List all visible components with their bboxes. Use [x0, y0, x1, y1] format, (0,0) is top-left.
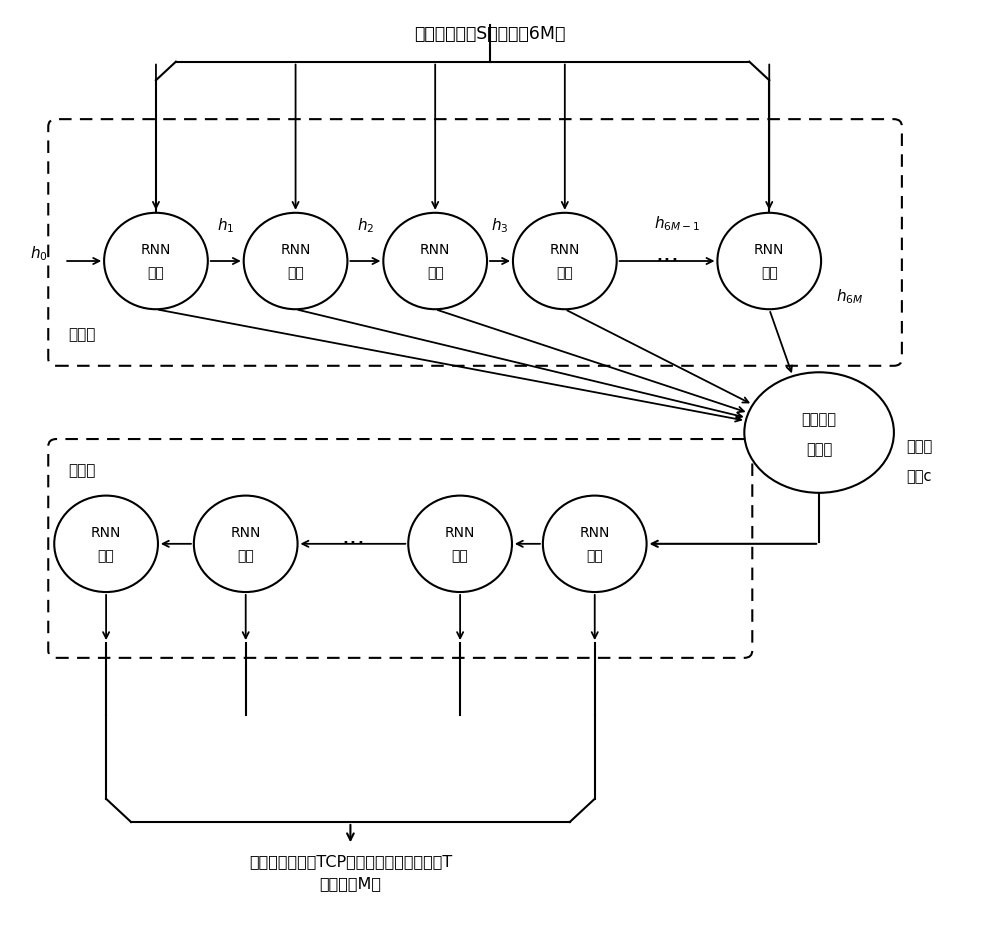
Text: $h_{6M}$: $h_{6M}$ [836, 286, 863, 306]
Circle shape [513, 213, 617, 310]
Text: 单元: 单元 [761, 266, 778, 280]
Circle shape [383, 213, 487, 310]
Text: 单元: 单元 [287, 266, 304, 280]
Text: ···: ··· [655, 249, 679, 273]
Text: ···: ··· [341, 532, 365, 556]
Ellipse shape [744, 372, 894, 493]
Text: 解码器: 解码器 [68, 463, 96, 478]
Text: RNN: RNN [280, 244, 311, 258]
Text: RNN: RNN [231, 526, 261, 540]
Circle shape [194, 496, 298, 592]
Text: 单元: 单元 [148, 266, 164, 280]
Text: 向量c: 向量c [906, 470, 931, 485]
Text: 系统状态向量S（长度为6M）: 系统状态向量S（长度为6M） [414, 25, 566, 43]
Text: RNN: RNN [754, 244, 784, 258]
Text: $h_{1}$: $h_{1}$ [217, 217, 234, 235]
Text: $h_{6M-1}$: $h_{6M-1}$ [654, 215, 700, 233]
Text: $h_0$: $h_0$ [30, 245, 48, 263]
Circle shape [408, 496, 512, 592]
Text: RNN: RNN [580, 526, 610, 540]
Text: 上下文向: 上下文向 [802, 412, 837, 427]
Text: $h_{3}$: $h_{3}$ [491, 217, 509, 235]
Text: RNN: RNN [141, 244, 171, 258]
Text: 单元: 单元 [98, 549, 114, 563]
Text: 单元: 单元 [586, 549, 603, 563]
Text: RNN: RNN [550, 244, 580, 258]
Text: RNN: RNN [420, 244, 450, 258]
Text: 单元: 单元 [427, 266, 444, 280]
Text: RNN: RNN [445, 526, 475, 540]
Text: 单元: 单元 [452, 549, 468, 563]
Text: 上下文: 上下文 [906, 439, 932, 454]
Circle shape [54, 496, 158, 592]
Text: 单元: 单元 [237, 549, 254, 563]
Circle shape [244, 213, 347, 310]
Circle shape [104, 213, 208, 310]
Text: RNN: RNN [91, 526, 121, 540]
Text: 编码器: 编码器 [68, 326, 96, 341]
Text: 单元: 单元 [556, 266, 573, 280]
Circle shape [717, 213, 821, 310]
Text: 计算任务迁移与TCP初始拥塞窗口设置方案T: 计算任务迁移与TCP初始拥塞窗口设置方案T [249, 855, 452, 870]
Circle shape [543, 496, 647, 592]
Text: （长度为M）: （长度为M） [319, 877, 381, 892]
Text: $h_{2}$: $h_{2}$ [357, 217, 374, 235]
Text: 量计算: 量计算 [806, 442, 832, 457]
